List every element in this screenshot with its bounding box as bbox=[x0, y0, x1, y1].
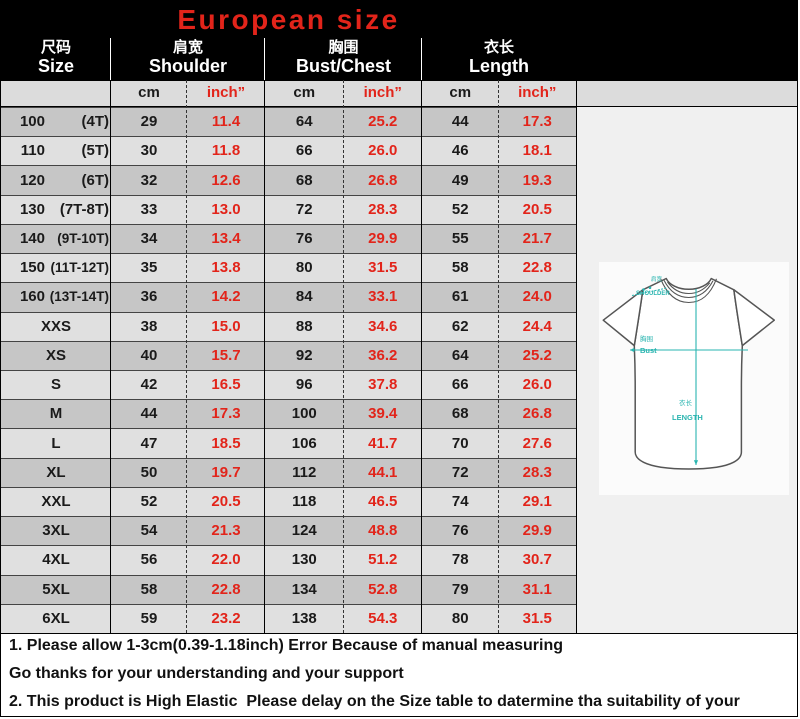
svg-text:胸围: 胸围 bbox=[640, 334, 653, 343]
svg-text:LENGTH: LENGTH bbox=[672, 413, 703, 422]
svg-text:SHOULDER: SHOULDER bbox=[636, 291, 670, 297]
svg-text:Bust: Bust bbox=[640, 346, 657, 355]
svg-text:衣长: 衣长 bbox=[679, 398, 693, 407]
svg-text:肩宽: 肩宽 bbox=[651, 275, 663, 283]
